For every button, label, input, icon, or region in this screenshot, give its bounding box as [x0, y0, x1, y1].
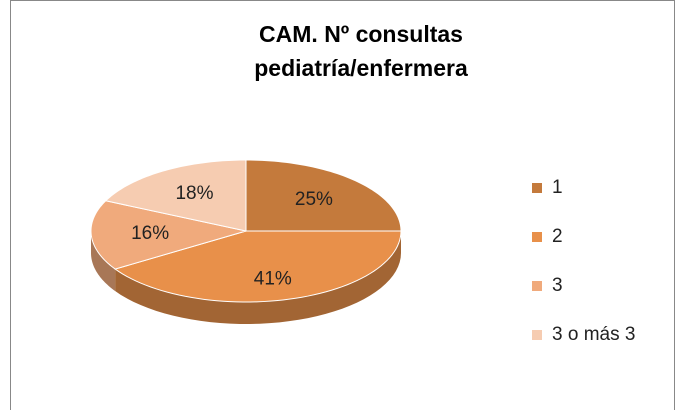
slice-side [91, 231, 116, 292]
slice [90, 200, 247, 270]
legend-label: 2 [552, 226, 563, 247]
legend-swatch [532, 281, 542, 291]
chart-title: CAM. Nº consultas [259, 21, 463, 47]
legend-label: 3 [552, 275, 563, 296]
data-label: 25% [295, 189, 333, 210]
data-label: 16% [131, 223, 169, 244]
legend-swatch [532, 330, 542, 340]
slice [245, 159, 402, 232]
slice [104, 159, 247, 232]
slice-side [115, 231, 401, 324]
data-label: 41% [254, 268, 292, 289]
legend-swatch [532, 183, 542, 193]
data-label: 18% [175, 183, 213, 204]
legend-swatch [532, 232, 542, 242]
legend-label: 3 o más 3 [552, 324, 635, 345]
legend-label: 1 [552, 177, 563, 198]
chart-title: pediatría/enfermera [254, 55, 468, 81]
